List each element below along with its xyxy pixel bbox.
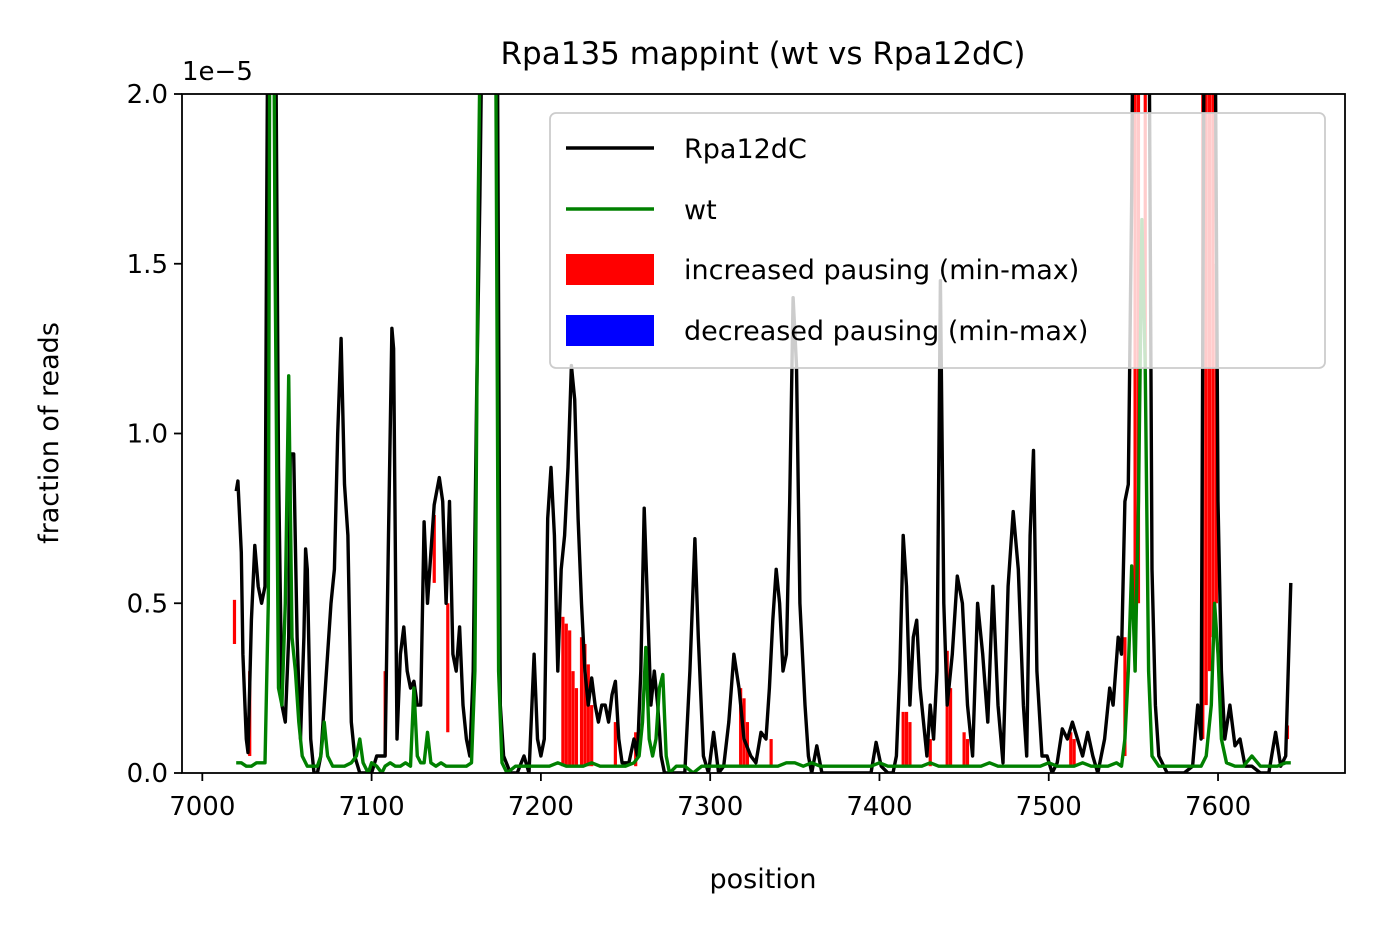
x-tick-label: 7400	[846, 792, 912, 822]
increased-pausing-bar	[586, 664, 590, 767]
y-axis: 0.0 0.5 1.0 1.5 2.0	[127, 80, 182, 789]
increased-pausing-bar	[564, 623, 568, 767]
y-offset-text: 1e−5	[182, 57, 253, 87]
increased-pausing-bar	[232, 599, 237, 644]
x-axis-label: position	[710, 864, 817, 895]
y-tick-label: 1.0	[127, 420, 168, 450]
increased-pausing-bar	[571, 671, 575, 767]
increased-pausing-bar	[1133, 94, 1137, 672]
x-tick-label: 7500	[1016, 792, 1082, 822]
increased-pausing-bar	[962, 732, 966, 767]
chart-title: Rpa135 mappint (wt vs Rpa12dC)	[501, 36, 1026, 72]
y-tick-label: 0.0	[127, 759, 168, 789]
increased-pausing-bar	[965, 739, 970, 767]
series-lines	[234, 94, 1293, 773]
x-tick-label: 7200	[508, 792, 574, 822]
increased-pausing-bar	[1204, 94, 1208, 706]
increased-pausing-bar	[1207, 94, 1212, 672]
series-line-rpa12dc	[234, 94, 1293, 773]
increased-pausing-bar	[739, 688, 743, 767]
legend-label: wt	[684, 195, 717, 226]
increased-pausing-bar	[574, 688, 579, 767]
increased-pausing-bar	[568, 630, 572, 767]
increased-pausing-bar	[908, 722, 912, 767]
increased-pausing-bar	[901, 711, 905, 767]
increased-pausing-bar	[432, 514, 436, 583]
increased-pausing-bar	[579, 637, 584, 767]
y-tick-label: 0.5	[127, 589, 168, 619]
y-tick-label: 2.0	[127, 80, 168, 110]
legend-swatch-patch	[566, 254, 654, 285]
increased-pausing-bar	[1072, 739, 1076, 767]
x-tick-label: 7600	[1185, 792, 1251, 822]
increased-pausing-bar	[948, 688, 953, 767]
increased-pausing-bar	[590, 705, 594, 767]
increased-pausing-bar	[613, 722, 617, 767]
y-axis-label: fraction of reads	[34, 322, 65, 544]
y-tick-label: 1.5	[127, 250, 168, 280]
increased-pausing-bar	[561, 616, 565, 767]
x-tick-label: 7300	[677, 792, 743, 822]
series-line-wt	[236, 94, 1291, 773]
x-tick-label: 7000	[169, 792, 235, 822]
legend-label: decreased pausing (min-max)	[684, 316, 1088, 347]
increased-pausing-bar	[583, 643, 587, 767]
x-tick-label: 7100	[339, 792, 405, 822]
x-axis: 7000 7100 7200 7300 7400 7500 7600	[169, 773, 1251, 822]
increased-pausing-bar	[904, 711, 909, 767]
legend: Rpa12dC wt increased pausing (min-max) decr…	[549, 112, 1326, 369]
legend-label: increased pausing (min-max)	[684, 255, 1079, 286]
increased-pausing-bar	[769, 739, 773, 767]
increased-pausing-bar	[1069, 732, 1073, 767]
legend-label: Rpa12dC	[684, 134, 807, 165]
legend-box	[549, 112, 1326, 369]
increased-pausing-bar	[945, 650, 949, 767]
increased-pausing-bar	[928, 739, 932, 767]
increased-pausing-bar	[446, 603, 450, 733]
increased-pausing-bar	[1123, 637, 1127, 757]
legend-swatch-patch	[566, 315, 654, 346]
